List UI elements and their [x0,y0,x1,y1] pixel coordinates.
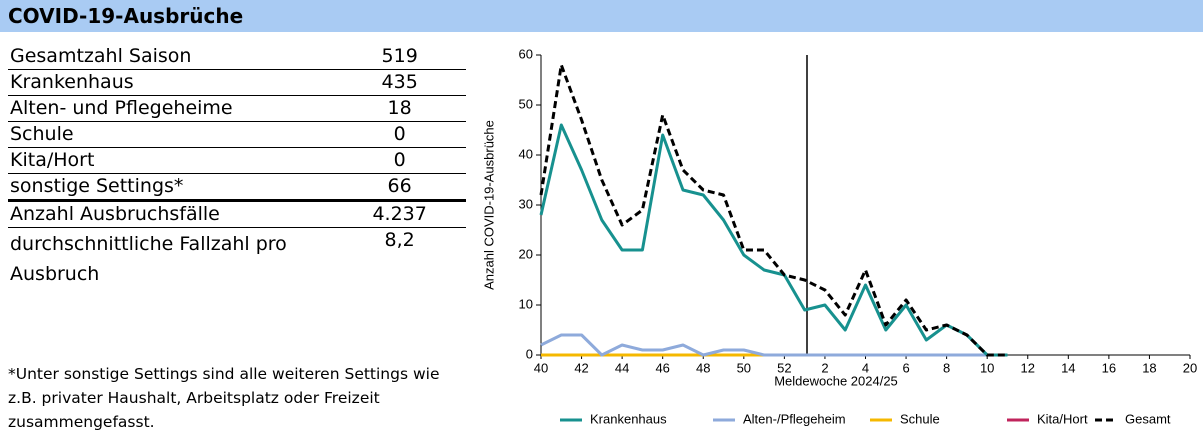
x-axis-title: Meldewoche 2024/25 [774,373,898,388]
table-row: Anzahl Ausbruchsfälle 4.237 [8,200,466,228]
row-value: 18 [333,95,466,122]
row-value: 4.237 [333,200,466,228]
legend-label: Alten-/Pflegeheim [743,411,846,426]
y-tick-label: 40 [519,146,533,161]
y-tick-label: 30 [519,196,533,211]
legend-label: Kita/Hort [1037,411,1088,426]
x-tick-label: 18 [1142,360,1156,375]
row-label: Alten- und Pflegeheime [8,95,334,122]
table-row: Alten- und Pflegeheime 18 [8,95,466,122]
row-label: Krankenhaus [8,69,334,96]
row-label: Kita/Hort [8,147,334,174]
table-row: Kita/Hort 0 [8,147,466,174]
x-tick-label: 6 [902,360,909,375]
footnote: *Unter sonstige Settings sind alle weite… [8,365,440,431]
table-row: durchschnittliche Fallzahl pro Ausbruch 8… [8,228,466,292]
row-value: 66 [333,173,466,202]
summary-table: Gesamtzahl Saison 519 Krankenhaus 435 Alten-… [8,44,466,291]
x-tick-label: 14 [1061,360,1075,375]
header-title: COVID-19-Ausbrüche [8,4,244,28]
row-value: 435 [333,69,466,96]
legend-label: Schule [900,411,940,426]
row-value: 0 [333,121,466,148]
x-tick-label: 12 [1021,360,1035,375]
table-row: Gesamtzahl Saison 519 [8,44,466,70]
table-row: Krankenhaus 435 [8,69,466,96]
x-tick-label: 50 [737,360,751,375]
y-tick-label: 60 [519,46,533,61]
y-tick-label: 20 [519,246,533,261]
table-row: sonstige Settings* 66 [8,173,466,202]
x-tick-label: 44 [615,360,629,375]
x-tick-label: 42 [574,360,588,375]
y-tick-label: 0 [526,346,533,361]
series-line [540,333,1008,357]
row-label: Schule [8,121,334,148]
row-value: 8,2 [384,229,415,251]
x-tick-label: 52 [777,360,791,375]
x-tick-label: 46 [655,360,669,375]
x-tick-label: 2 [821,360,828,375]
x-tick-label: 48 [696,360,710,375]
series-line [539,123,1008,357]
row-label: durchschnittliche Fallzahl pro Ausbruch [10,233,287,285]
x-tick-label: 4 [862,360,869,375]
x-tick-label: 16 [1102,360,1116,375]
row-value: 0 [333,147,466,174]
row-label: Gesamtzahl Saison [8,44,334,70]
y-tick-label: 10 [519,296,533,311]
legend-label: Gesamt [1125,411,1171,426]
series-line [539,63,1008,357]
row-label: sonstige Settings* [8,173,334,202]
chart: Meldewoche 2024/25 Anzahl COVID-19-Ausbr… [481,46,1197,426]
x-tick-label: 20 [1183,360,1197,375]
y-axis-title: Anzahl COVID-19-Ausbrüche [481,120,496,290]
row-value: 519 [333,44,466,70]
row-label: Anzahl Ausbruchsfälle [8,200,334,228]
table-row: Schule 0 [8,121,466,148]
legend-label: Krankenhaus [590,411,667,426]
x-tick-label: 40 [534,360,548,375]
header-bar: COVID-19-Ausbrüche [0,0,1203,32]
x-tick-label: 10 [980,360,994,375]
y-tick-label: 50 [519,96,533,111]
x-tick-label: 8 [943,360,950,375]
